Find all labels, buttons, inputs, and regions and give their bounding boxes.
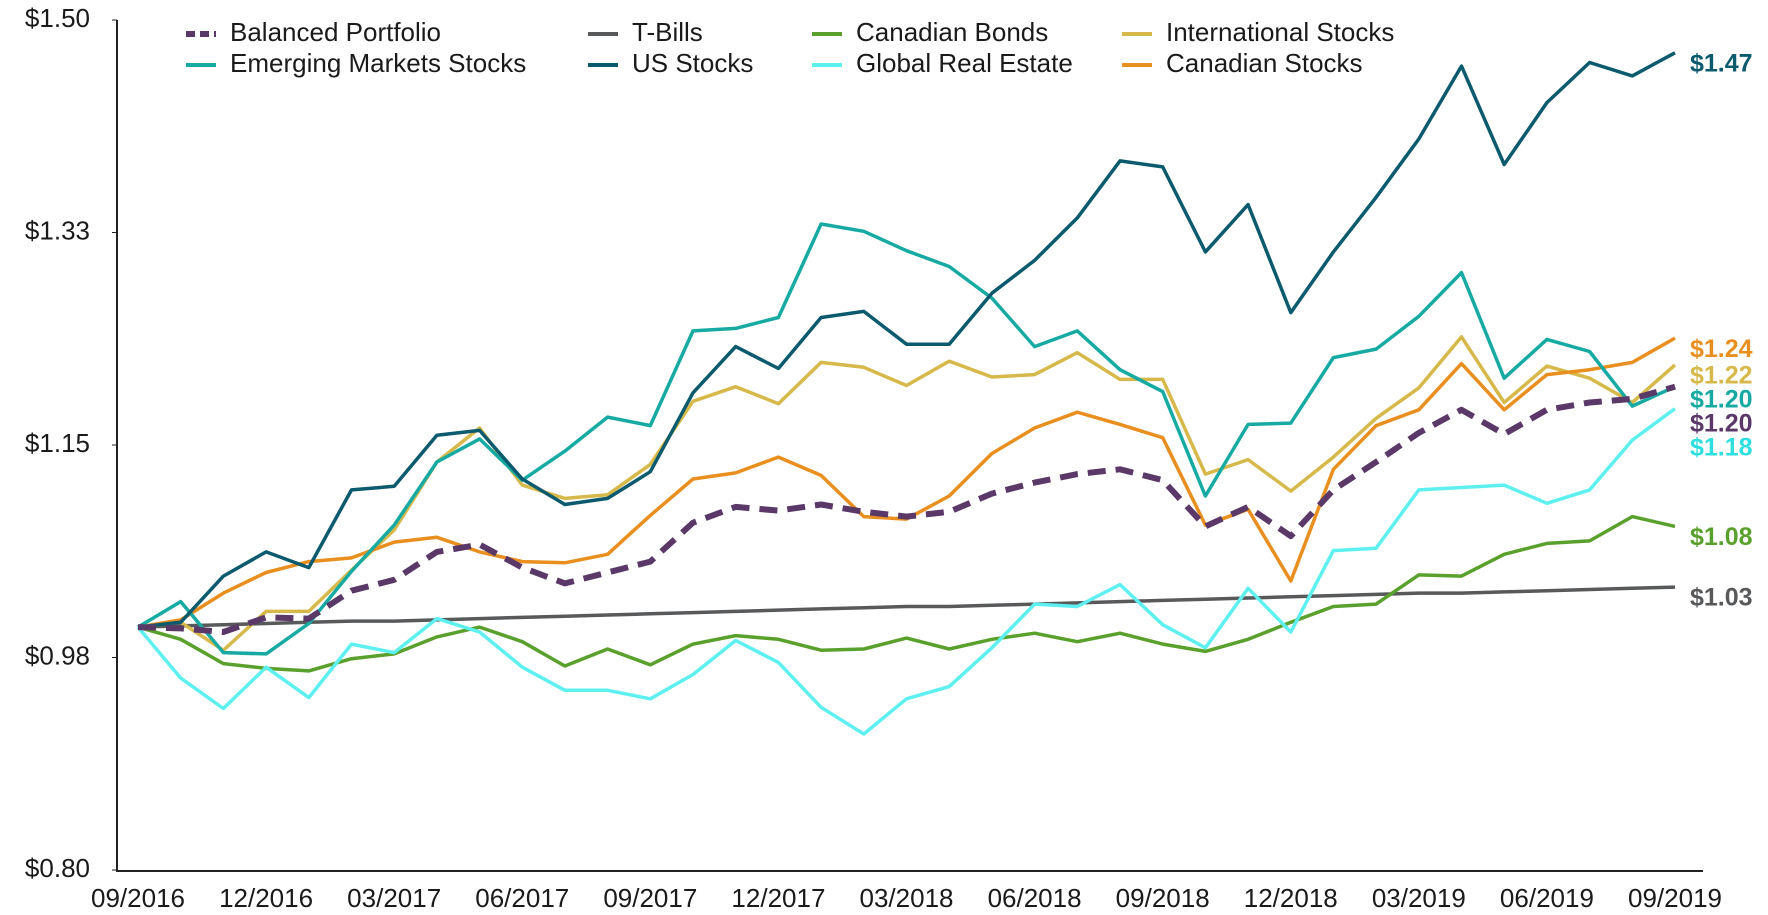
legend-label: Global Real Estate [856,48,1073,78]
x-tick-label: 12/2016 [219,883,313,913]
x-tick-label: 12/2017 [731,883,825,913]
x-tick-label: 03/2019 [1372,883,1466,913]
y-tick-label: $0.98 [25,640,90,670]
x-tick-label: 06/2017 [475,883,569,913]
end-label: $1.47 [1690,49,1753,77]
y-tick-label: $1.15 [25,428,90,458]
x-tick-label: 09/2017 [603,883,697,913]
x-tick-label: 06/2019 [1500,883,1594,913]
line-series [137,222,1676,656]
legend-label: US Stocks [632,48,753,78]
x-tick-label: 09/2019 [1628,883,1722,913]
x-tick-label: 03/2017 [347,883,441,913]
y-tick-label: $1.50 [25,3,90,33]
line-series [137,383,1676,635]
line-series [137,335,1677,652]
y-tick-label: $0.80 [25,853,90,883]
legend-label: T-Bills [632,17,703,47]
x-tick-label: 06/2018 [988,883,1082,913]
legend-label: Canadian Bonds [856,17,1048,47]
end-label: $1.08 [1690,523,1753,551]
legend-label: Emerging Markets Stocks [230,48,526,78]
line-series [137,336,1676,629]
end-label: $1.03 [1690,584,1753,612]
legend-label: International Stocks [1166,17,1394,47]
legend-label: Balanced Portfolio [230,17,441,47]
y-tick-label: $1.33 [25,215,90,245]
line-series [137,585,1676,629]
line-series [137,51,1676,629]
end-label: $1.20 [1690,385,1753,413]
x-tick-label: 03/2018 [860,883,954,913]
x-tick-label: 09/2016 [91,883,185,913]
end-label: $1.22 [1690,361,1753,389]
end-label: $1.18 [1690,433,1753,461]
end-label: $1.24 [1690,335,1753,363]
line-series [136,407,1677,736]
legend-label: Canadian Stocks [1166,48,1363,78]
end-label: $1.20 [1690,409,1753,437]
x-tick-label: 12/2018 [1244,883,1338,913]
x-tick-label: 09/2018 [1116,883,1210,913]
